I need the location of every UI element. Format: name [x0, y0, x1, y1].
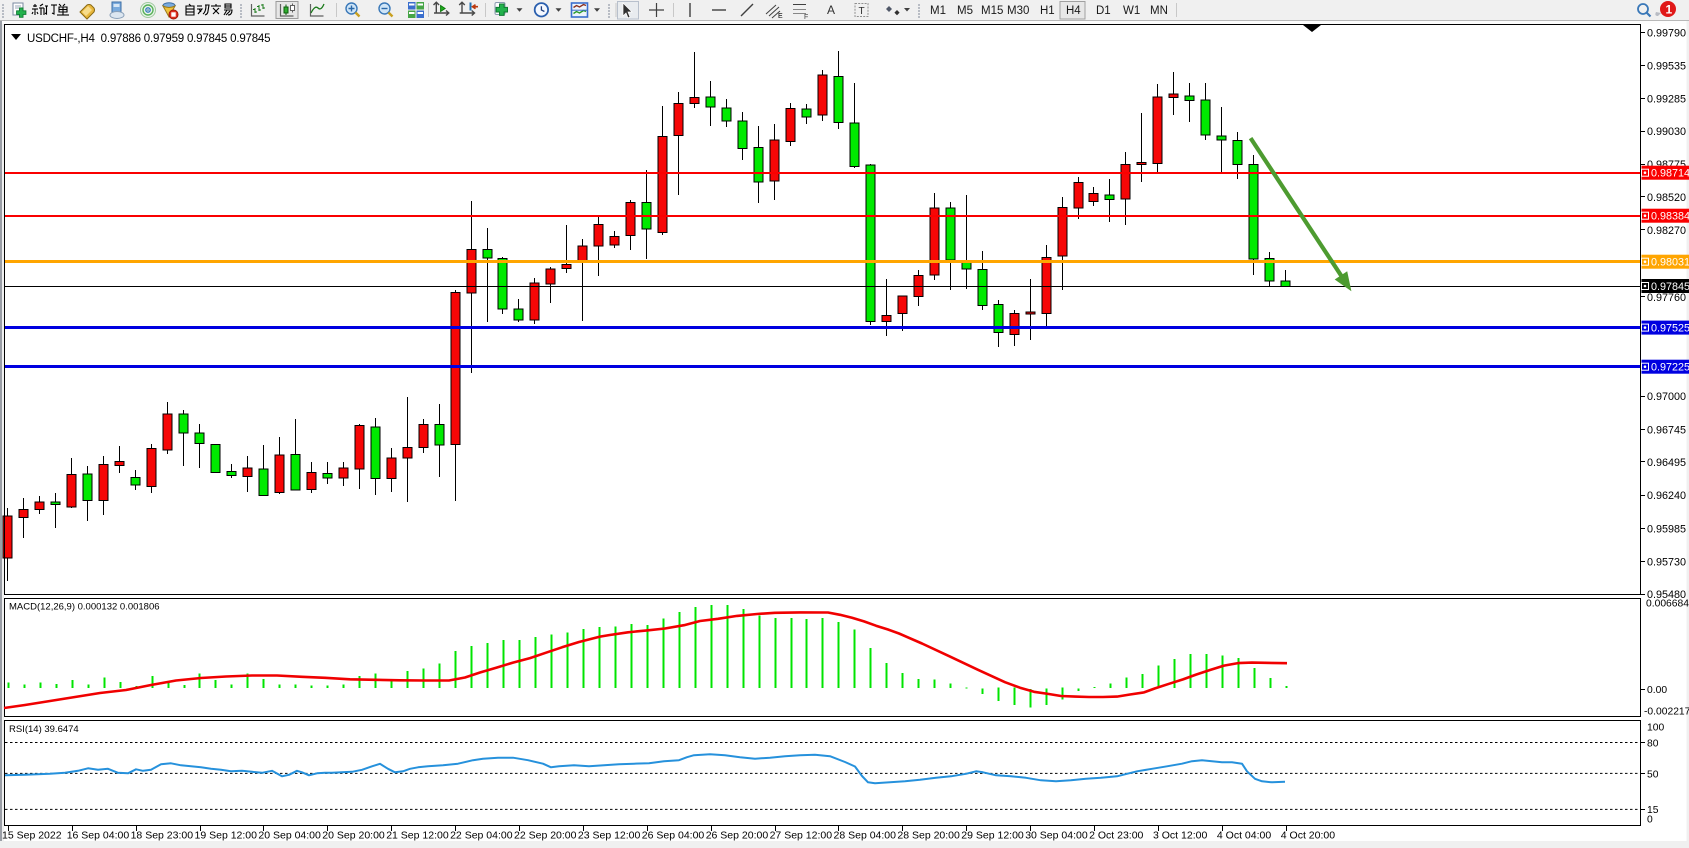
svg-text:4 Oct 20:00: 4 Oct 20:00: [1281, 830, 1335, 842]
svg-text:0.95985: 0.95985: [1647, 523, 1686, 535]
svg-text:0.98520: 0.98520: [1647, 192, 1686, 204]
svg-text:E: E: [778, 13, 783, 20]
svg-text:F: F: [804, 14, 808, 21]
svg-text:0.96745: 0.96745: [1647, 424, 1686, 436]
svg-text:M1: M1: [930, 5, 946, 17]
svg-text:16 Sep 04:00: 16 Sep 04:00: [67, 830, 130, 842]
svg-text:0.97845: 0.97845: [1651, 281, 1689, 293]
svg-text:50: 50: [1647, 770, 1659, 781]
svg-text:M5: M5: [957, 5, 973, 17]
svg-text:0.97000: 0.97000: [1647, 391, 1686, 403]
svg-text:0.99790: 0.99790: [1647, 28, 1686, 40]
svg-text:M15: M15: [981, 5, 1003, 17]
svg-text:23 Sep 12:00: 23 Sep 12:00: [578, 830, 641, 842]
svg-text:0.99535: 0.99535: [1647, 61, 1686, 73]
svg-text:27 Sep 12:00: 27 Sep 12:00: [770, 830, 833, 842]
svg-text:W1: W1: [1123, 5, 1140, 17]
svg-text:H4: H4: [1066, 5, 1081, 17]
svg-text:-0.002217: -0.002217: [1644, 707, 1689, 718]
svg-text:100: 100: [1647, 723, 1664, 734]
svg-text:M30: M30: [1007, 5, 1029, 17]
svg-text:21 Sep 12:00: 21 Sep 12:00: [386, 830, 449, 842]
svg-text:18 Sep 23:00: 18 Sep 23:00: [131, 830, 194, 842]
svg-text:0.97760: 0.97760: [1647, 292, 1686, 304]
svg-text:0.99030: 0.99030: [1647, 126, 1686, 138]
svg-text:20 Sep 20:00: 20 Sep 20:00: [322, 830, 385, 842]
svg-text:15: 15: [1647, 805, 1659, 816]
svg-text:0.96240: 0.96240: [1647, 490, 1686, 502]
svg-text:MN: MN: [1150, 5, 1168, 17]
svg-text:T: T: [859, 6, 865, 17]
svg-text:MACD(12,26,9) 0.000132 0.00180: MACD(12,26,9) 0.000132 0.001806: [9, 602, 160, 613]
svg-text:30 Sep 04:00: 30 Sep 04:00: [1025, 830, 1088, 842]
svg-text:28 Sep 04:00: 28 Sep 04:00: [834, 830, 897, 842]
svg-text:20 Sep 04:00: 20 Sep 04:00: [258, 830, 321, 842]
svg-text:26 Sep 04:00: 26 Sep 04:00: [642, 830, 705, 842]
svg-text:28 Sep 20:00: 28 Sep 20:00: [897, 830, 960, 842]
svg-text:4 Oct 04:00: 4 Oct 04:00: [1217, 830, 1271, 842]
svg-text:0.98384: 0.98384: [1651, 211, 1689, 223]
svg-text:15 Sep 2022: 15 Sep 2022: [2, 830, 62, 842]
svg-text:19 Sep 12:00: 19 Sep 12:00: [195, 830, 258, 842]
svg-text:0: 0: [1647, 815, 1653, 826]
svg-text:1: 1: [1666, 3, 1673, 17]
svg-text:0.99285: 0.99285: [1647, 93, 1686, 105]
svg-text:0.97225: 0.97225: [1651, 362, 1689, 374]
svg-text:26 Sep 20:00: 26 Sep 20:00: [706, 830, 769, 842]
svg-text:0.98714: 0.98714: [1651, 168, 1689, 180]
svg-text:22 Sep 04:00: 22 Sep 04:00: [450, 830, 513, 842]
svg-text:0.95480: 0.95480: [1647, 589, 1686, 601]
svg-text:A: A: [827, 3, 835, 17]
svg-text:0.98031: 0.98031: [1651, 257, 1689, 269]
svg-text:3 Oct 12:00: 3 Oct 12:00: [1153, 830, 1207, 842]
svg-text:RSI(14) 39.6474: RSI(14) 39.6474: [9, 724, 79, 735]
svg-text:0.97525: 0.97525: [1651, 323, 1689, 335]
svg-text:D1: D1: [1096, 5, 1111, 17]
svg-text:0.96495: 0.96495: [1647, 457, 1686, 469]
svg-text:29 Sep 12:00: 29 Sep 12:00: [961, 830, 1024, 842]
svg-text:0.00: 0.00: [1647, 685, 1667, 696]
svg-text:0.006684: 0.006684: [1646, 599, 1689, 610]
svg-text:22 Sep 20:00: 22 Sep 20:00: [514, 830, 577, 842]
svg-text:80: 80: [1647, 739, 1659, 750]
svg-text:USDCHF-,H4 0.97886 0.97959 0.: USDCHF-,H4 0.97886 0.97959 0.97845 0.978…: [27, 33, 270, 45]
svg-text:0.98270: 0.98270: [1647, 225, 1686, 237]
svg-text:H1: H1: [1040, 5, 1055, 17]
svg-text:2 Oct 23:00: 2 Oct 23:00: [1089, 830, 1143, 842]
svg-text:0.95730: 0.95730: [1647, 557, 1686, 569]
